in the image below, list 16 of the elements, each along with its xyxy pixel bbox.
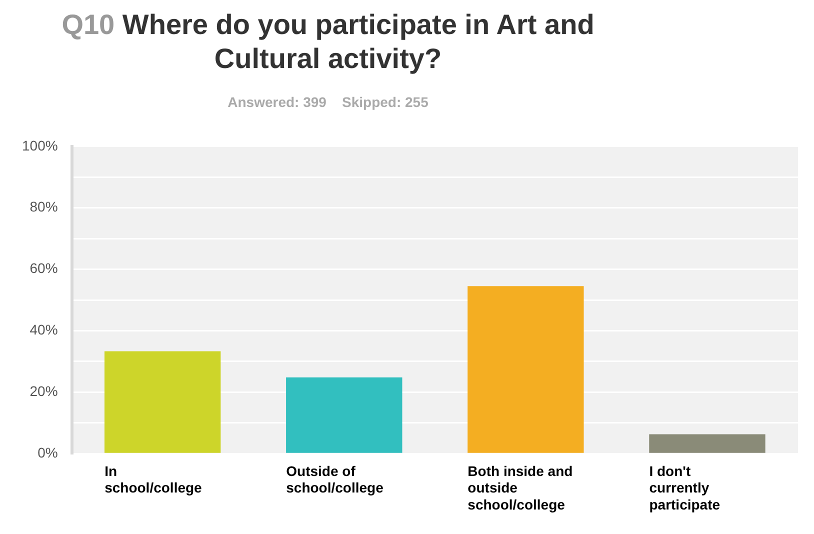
x-tick-label: Outside of school/college [286,462,384,496]
y-tick-label: 100% [22,137,58,154]
y-tick-label: 40% [30,322,58,338]
y-tick-label: 80% [30,198,58,215]
y-tick-label: 20% [30,383,58,400]
chart-title: Q10 Where do you participate in Art and Cultural activity? [62,9,594,74]
bar [649,434,766,453]
bar [286,377,402,453]
chart-subtitle: Answered: 399 Skipped: 255 [226,94,430,110]
x-tick-label: Both inside and outside school/college [468,462,573,512]
x-tick-label: I don't currently participate [649,462,720,512]
y-tick-label: 0% [38,444,58,460]
bar [468,286,584,453]
y-tick-label: 60% [30,260,58,276]
x-tick-label: In school/college [104,462,202,496]
bar [104,351,221,453]
